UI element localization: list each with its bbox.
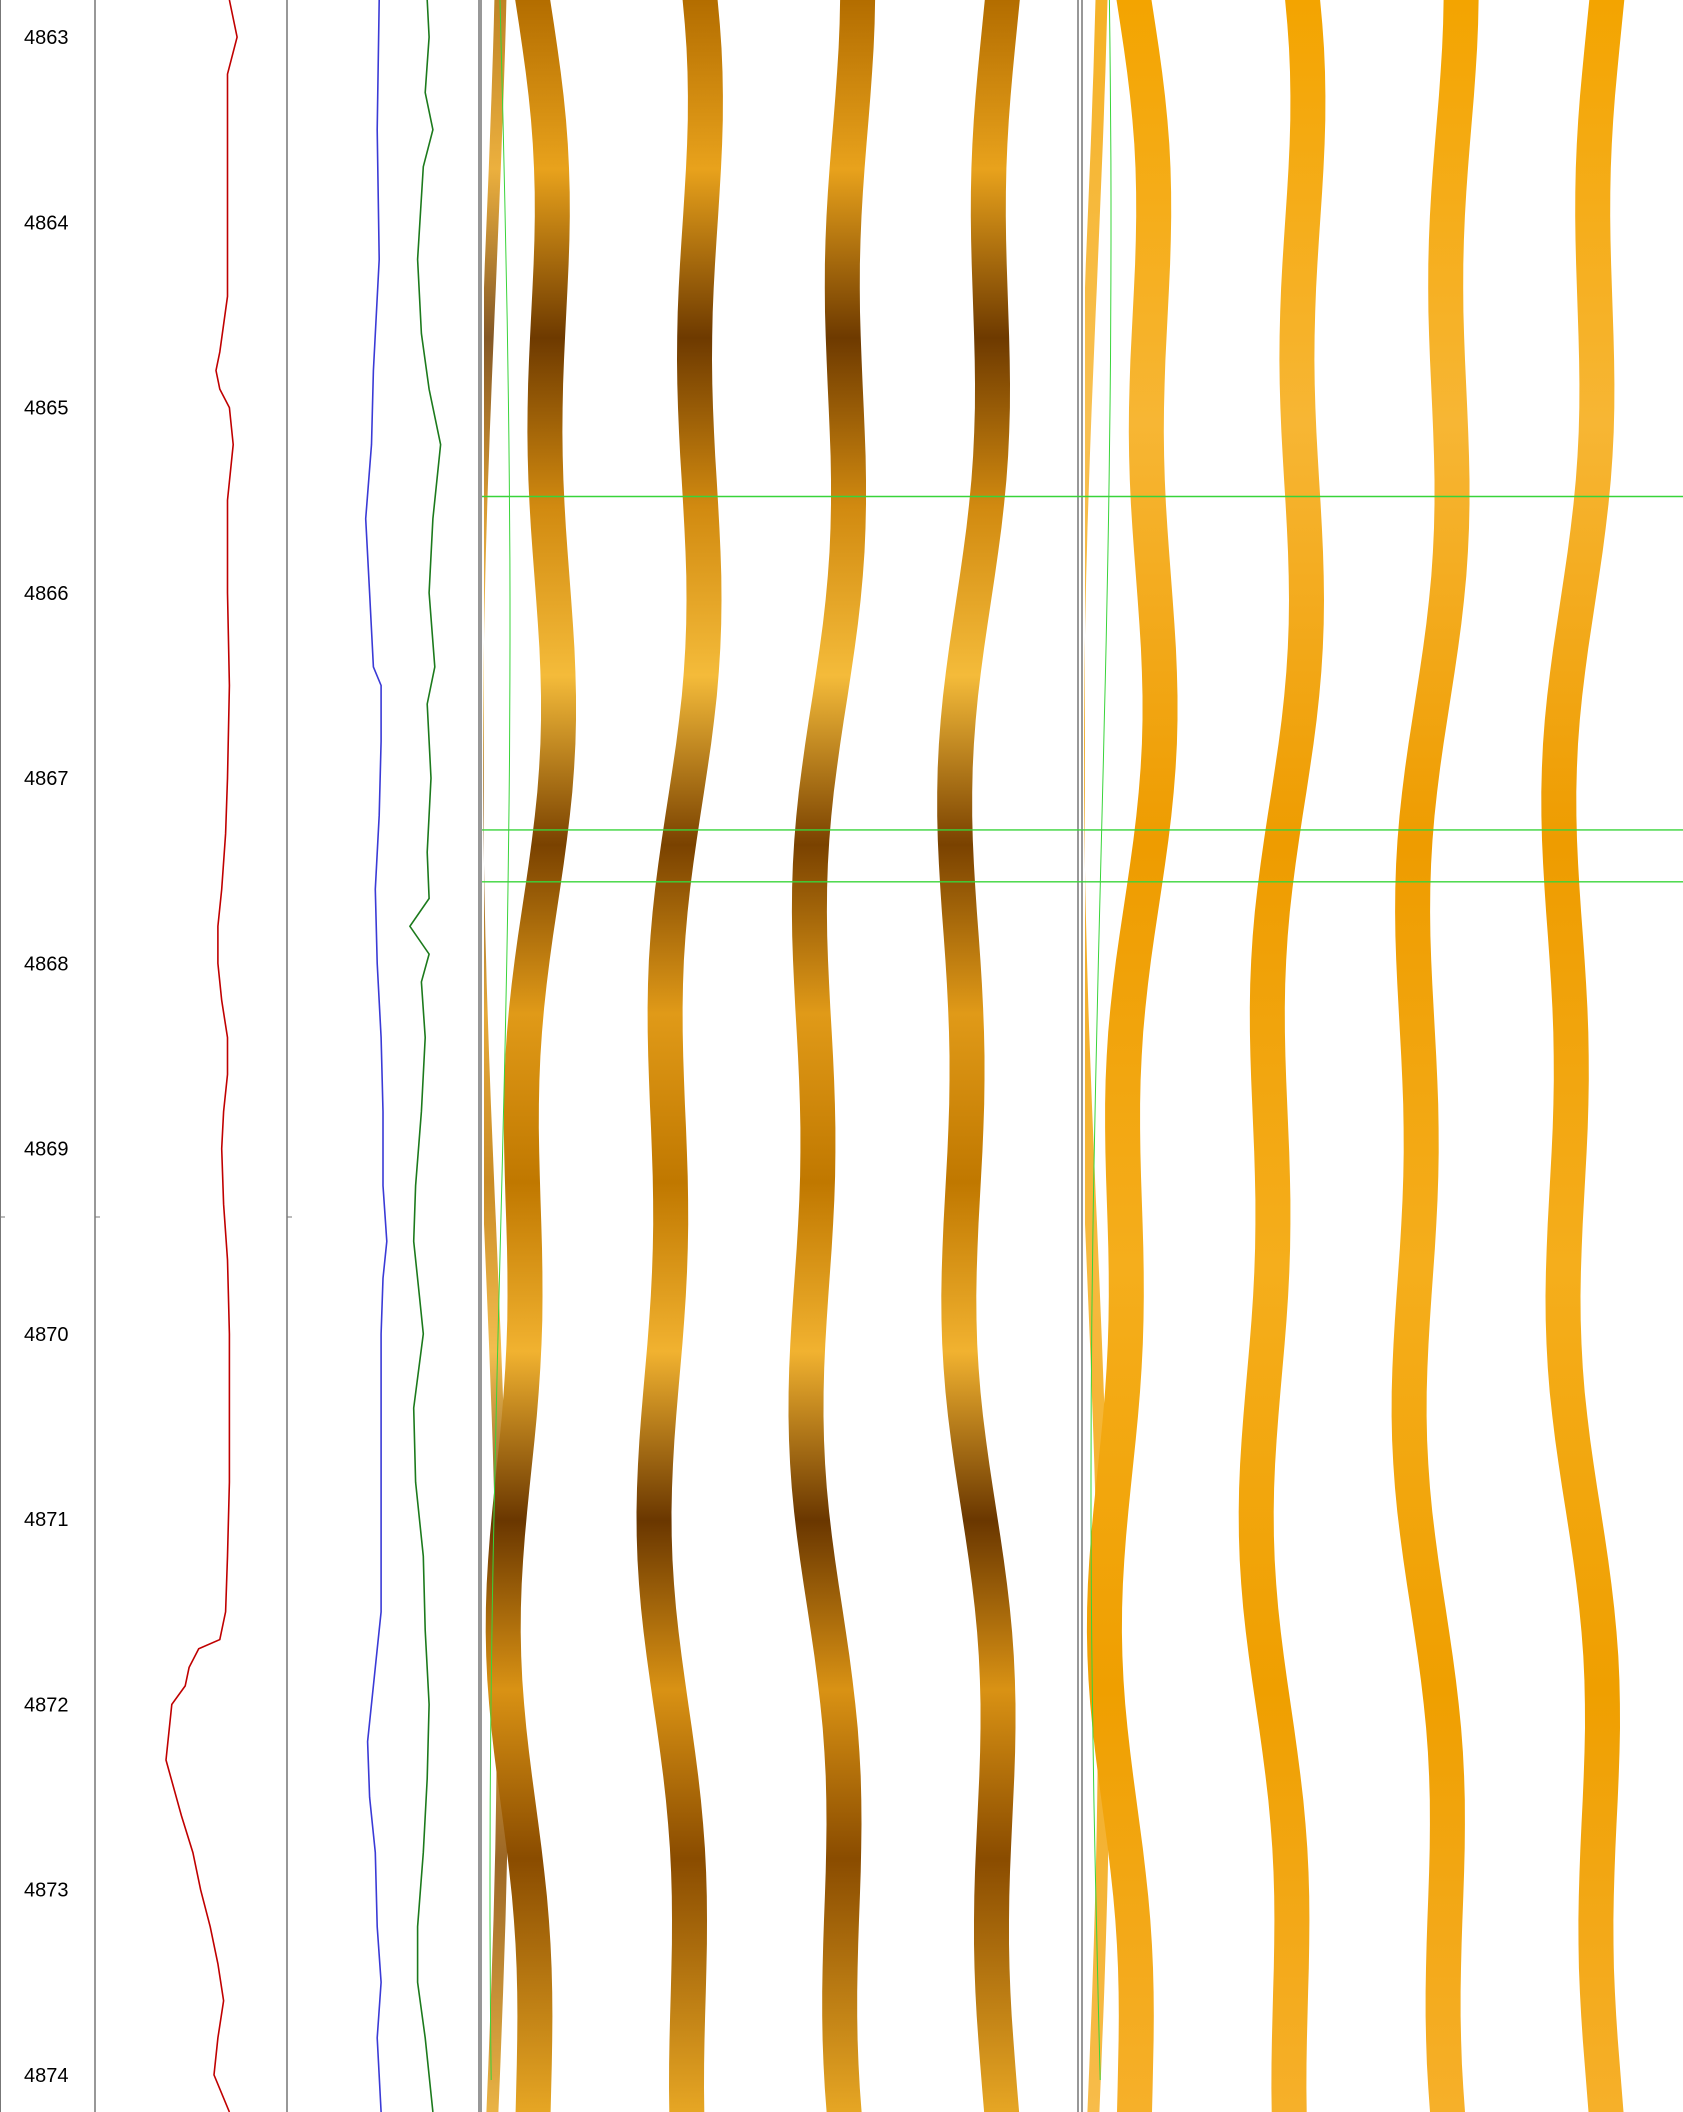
depth-label-4872: 4872 [24, 1694, 69, 1716]
orientation-trace-1 [489, 0, 511, 2081]
dynamic-pad-2 [636, 0, 723, 2112]
dynamic-pad-1 [485, 0, 576, 2112]
curve-track1-series-1 [165, 0, 238, 2112]
dynamic-edge-pad [483, 0, 509, 2112]
depth-label-4870: 4870 [24, 1324, 69, 1346]
static-edge-pad [1084, 0, 1110, 2112]
static-pad-3 [1391, 0, 1479, 2112]
depth-label-4871: 4871 [24, 1509, 69, 1531]
depth-label-4867: 4867 [24, 768, 69, 790]
depth-label-4873: 4873 [24, 1880, 69, 1902]
track-frames [0, 0, 1083, 2112]
depth-label-4865: 4865 [24, 398, 69, 420]
depth-label-4869: 4869 [24, 1139, 69, 1161]
depth-label-4868: 4868 [24, 953, 69, 975]
depth-label-4874: 4874 [24, 2065, 69, 2087]
depth-label-4864: 4864 [24, 212, 69, 234]
static-pad-4 [1541, 0, 1625, 2112]
dynamic-pad-4 [937, 0, 1020, 2112]
dynamic-pad-3 [788, 0, 876, 2112]
static-image-track [1084, 0, 1625, 2112]
depth-label-4866: 4866 [24, 583, 69, 605]
static-pad-1 [1086, 0, 1178, 2112]
dynamic-image-track [483, 0, 1020, 2112]
depth-label-4863: 4863 [24, 27, 69, 49]
orientation-trace-2 [1090, 0, 1112, 2081]
log-curves [165, 0, 442, 2112]
curve-track2-series-1 [364, 0, 388, 2112]
depth-markers [482, 0, 1683, 2081]
static-pad-2 [1238, 0, 1326, 2112]
depth-track: 4863 4864 4865 4866 4867 4868 4869 4870 4871 4872… [24, 27, 69, 2087]
curve-track2-series-2 [408, 0, 442, 2112]
